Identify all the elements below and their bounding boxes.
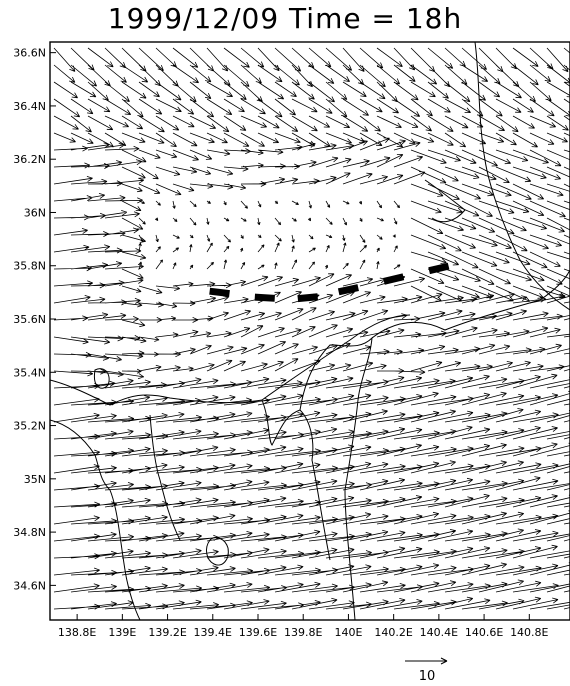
y-tick-label: 35N [24,473,46,486]
reference-vector: 10 [405,657,448,684]
x-tick-label: 139.4E [194,626,232,639]
x-tick-label: 140.2E [374,626,412,639]
x-tick-label: 140.6E [465,626,503,639]
x-tick-label: 139.6E [239,626,277,639]
convergence-segment [209,287,230,298]
y-tick-label: 36.2N [13,153,46,166]
x-tick-label: 138.8E [58,626,96,639]
reference-vector-label: 10 [419,669,436,684]
y-tick-label: 36.6N [13,47,46,60]
convergence-segment [337,284,359,296]
x-axis: 138.8E 139E 139.2E 139.4E 139.6E 139.8E 140E 14… [58,614,549,639]
x-tick-label: 139.8E [284,626,322,639]
coastline [50,42,570,620]
convergence-segment [383,273,405,285]
x-tick-label: 140E [334,626,362,639]
y-tick-label: 35.4N [13,366,46,379]
wind-vector-field [53,47,570,610]
x-tick-label: 140.4E [420,626,458,639]
y-tick-label: 35.8N [13,260,46,273]
y-axis: 36.6N 36.4N 36.2N 36N 35.8N 35.6N 35.4N 35.2N 35… [13,47,56,592]
x-tick-label: 140.8E [510,626,548,639]
wind-vectors [53,47,570,610]
map-title: 1999/12/09 Time = 18h [107,2,463,35]
y-tick-label: 34.8N [13,526,46,539]
convergence-segment [297,293,319,303]
y-tick-label: 36.4N [13,100,46,113]
convergence-segment [254,293,275,302]
x-tick-label: 139.2E [148,626,186,639]
convergence-segment [428,262,450,275]
x-tick-label: 139E [108,626,136,639]
y-tick-label: 34.6N [13,579,46,592]
y-tick-label: 35.2N [13,420,46,433]
y-tick-label: 35.6N [13,313,46,326]
convergence-line [209,262,450,303]
map-frame [49,41,570,621]
y-tick-label: 36N [24,206,46,219]
